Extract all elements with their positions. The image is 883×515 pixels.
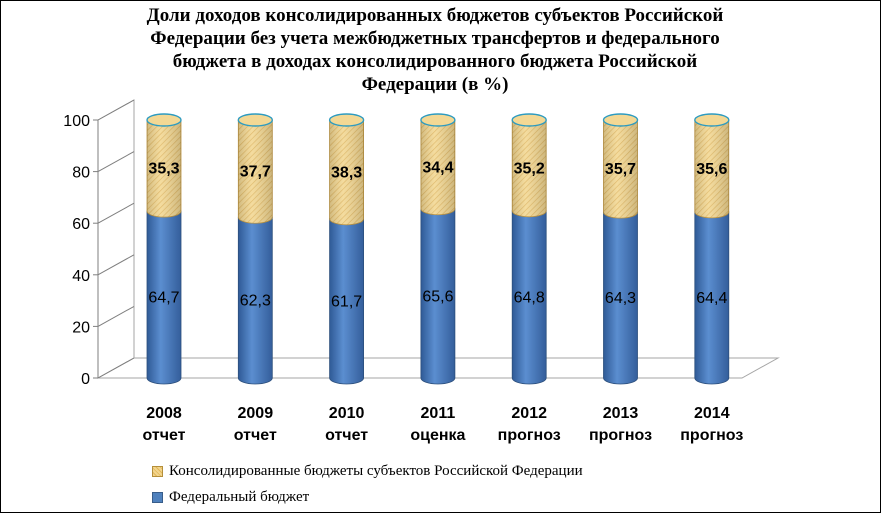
x-category-label: прогноз xyxy=(589,427,652,444)
bar-federal-2014 xyxy=(694,211,730,385)
data-label-regional: 35,7 xyxy=(605,161,636,178)
chart-title-line-4: Федерации (в %) xyxy=(361,74,509,95)
bar-regional-cap xyxy=(328,113,365,127)
chart-title-line-3: бюджета в доходах консолидированного бюд… xyxy=(172,51,698,72)
bar-regional-shade xyxy=(238,120,273,224)
side-wall xyxy=(97,99,135,379)
bar-regional-shade xyxy=(603,120,638,219)
y-wall-tick xyxy=(97,254,135,276)
x-category-label: отчет xyxy=(234,427,277,444)
x-category-label: 2012 xyxy=(511,405,547,422)
x-category-label: 2008 xyxy=(146,405,182,422)
data-label-federal: 64,4 xyxy=(696,290,727,307)
data-label-federal: 62,3 xyxy=(240,293,271,310)
x-category-label: 2013 xyxy=(603,405,639,422)
legend: Консолидированные бюджеты субъектов Росс… xyxy=(152,458,583,510)
data-label-regional: 37,7 xyxy=(240,164,271,181)
y-tick-label: 60 xyxy=(72,216,90,233)
bar-federal-body xyxy=(511,210,547,385)
data-label-federal: 64,7 xyxy=(148,290,179,307)
bar-regional-cap xyxy=(694,113,730,127)
legend-swatch-federal xyxy=(152,491,163,503)
x-category-label: оценка xyxy=(410,427,465,444)
bar-federal-body xyxy=(420,208,456,385)
x-category-label: отчет xyxy=(142,427,185,444)
y-tick-label: 40 xyxy=(72,268,90,285)
legend-item-regional: Консолидированные бюджеты субъектов Росс… xyxy=(152,458,583,484)
bar-regional-2011 xyxy=(420,113,456,216)
bar-federal-2009 xyxy=(237,216,273,385)
y-tick-label: 100 xyxy=(63,113,90,130)
x-category-label: прогноз xyxy=(680,427,743,444)
x-category-label: 2014 xyxy=(694,405,730,422)
y-tick-label: 0 xyxy=(81,371,90,388)
legend-label-regional: Консолидированные бюджеты субъектов Росс… xyxy=(169,462,583,479)
x-category-label: отчет xyxy=(325,427,368,444)
bar-regional-shade xyxy=(147,120,181,218)
bar-regional-2014 xyxy=(694,113,730,219)
bar-regional-cap xyxy=(146,113,182,127)
legend-label-federal: Федеральный бюджет xyxy=(169,488,310,505)
bar-regional-shade xyxy=(420,120,455,215)
data-label-regional: 35,3 xyxy=(148,161,179,178)
x-category-label: 2009 xyxy=(238,405,274,422)
x-category-label: прогноз xyxy=(498,427,561,444)
data-label-federal: 65,6 xyxy=(422,288,453,305)
bar-regional-2010 xyxy=(328,113,365,226)
chart-title-line-2: Федерации без учета межбюджетных трансфе… xyxy=(150,28,720,49)
y-wall-tick xyxy=(97,357,135,379)
bar-regional-2009 xyxy=(237,113,274,224)
y-wall-tick xyxy=(97,99,135,121)
bar-regional-cap xyxy=(237,113,274,127)
bar-federal-body xyxy=(237,216,273,385)
bar-federal-body xyxy=(603,211,638,385)
y-tick-label: 20 xyxy=(72,319,90,336)
bar-regional-2008 xyxy=(146,113,182,218)
data-label-federal: 64,8 xyxy=(514,289,545,306)
data-label-federal: 61,7 xyxy=(331,293,362,310)
chart-title-line-1: Доли доходов консолидированных бюджетов … xyxy=(146,5,724,26)
bar-regional-shade xyxy=(329,120,364,225)
bar-regional-shade xyxy=(694,120,729,218)
bar-federal-body xyxy=(146,210,182,385)
data-label-regional: 38,3 xyxy=(331,164,362,181)
bar-regional-2013 xyxy=(602,113,639,219)
bar-regional-2012 xyxy=(511,113,547,218)
bar-federal-2013 xyxy=(603,211,638,385)
x-category-label: 2010 xyxy=(329,405,365,422)
bar-federal-2008 xyxy=(146,210,182,385)
y-wall-tick xyxy=(97,151,135,173)
bar-federal-2010 xyxy=(329,218,364,385)
bar-federal-2012 xyxy=(511,210,547,385)
legend-item-federal: Федеральный бюджет xyxy=(152,484,583,510)
data-label-regional: 35,2 xyxy=(514,160,545,177)
bar-federal-body xyxy=(694,211,730,385)
bar-regional-cap xyxy=(602,113,639,127)
y-wall-tick xyxy=(97,202,135,224)
bar-regional-cap xyxy=(511,113,547,127)
bar-regional-shade xyxy=(512,120,547,217)
bar-regional-cap xyxy=(420,113,456,127)
y-wall-tick xyxy=(97,305,135,327)
bar-federal-2011 xyxy=(420,208,456,385)
chart-title: Доли доходов консолидированных бюджетов … xyxy=(60,4,810,96)
data-label-federal: 64,3 xyxy=(605,290,636,307)
bar-federal-body xyxy=(329,218,364,385)
x-category-label: 2011 xyxy=(421,405,456,422)
data-label-regional: 35,6 xyxy=(696,161,727,178)
data-label-regional: 34,4 xyxy=(422,159,453,176)
legend-swatch-regional xyxy=(152,465,163,477)
y-tick-label: 80 xyxy=(72,165,90,182)
